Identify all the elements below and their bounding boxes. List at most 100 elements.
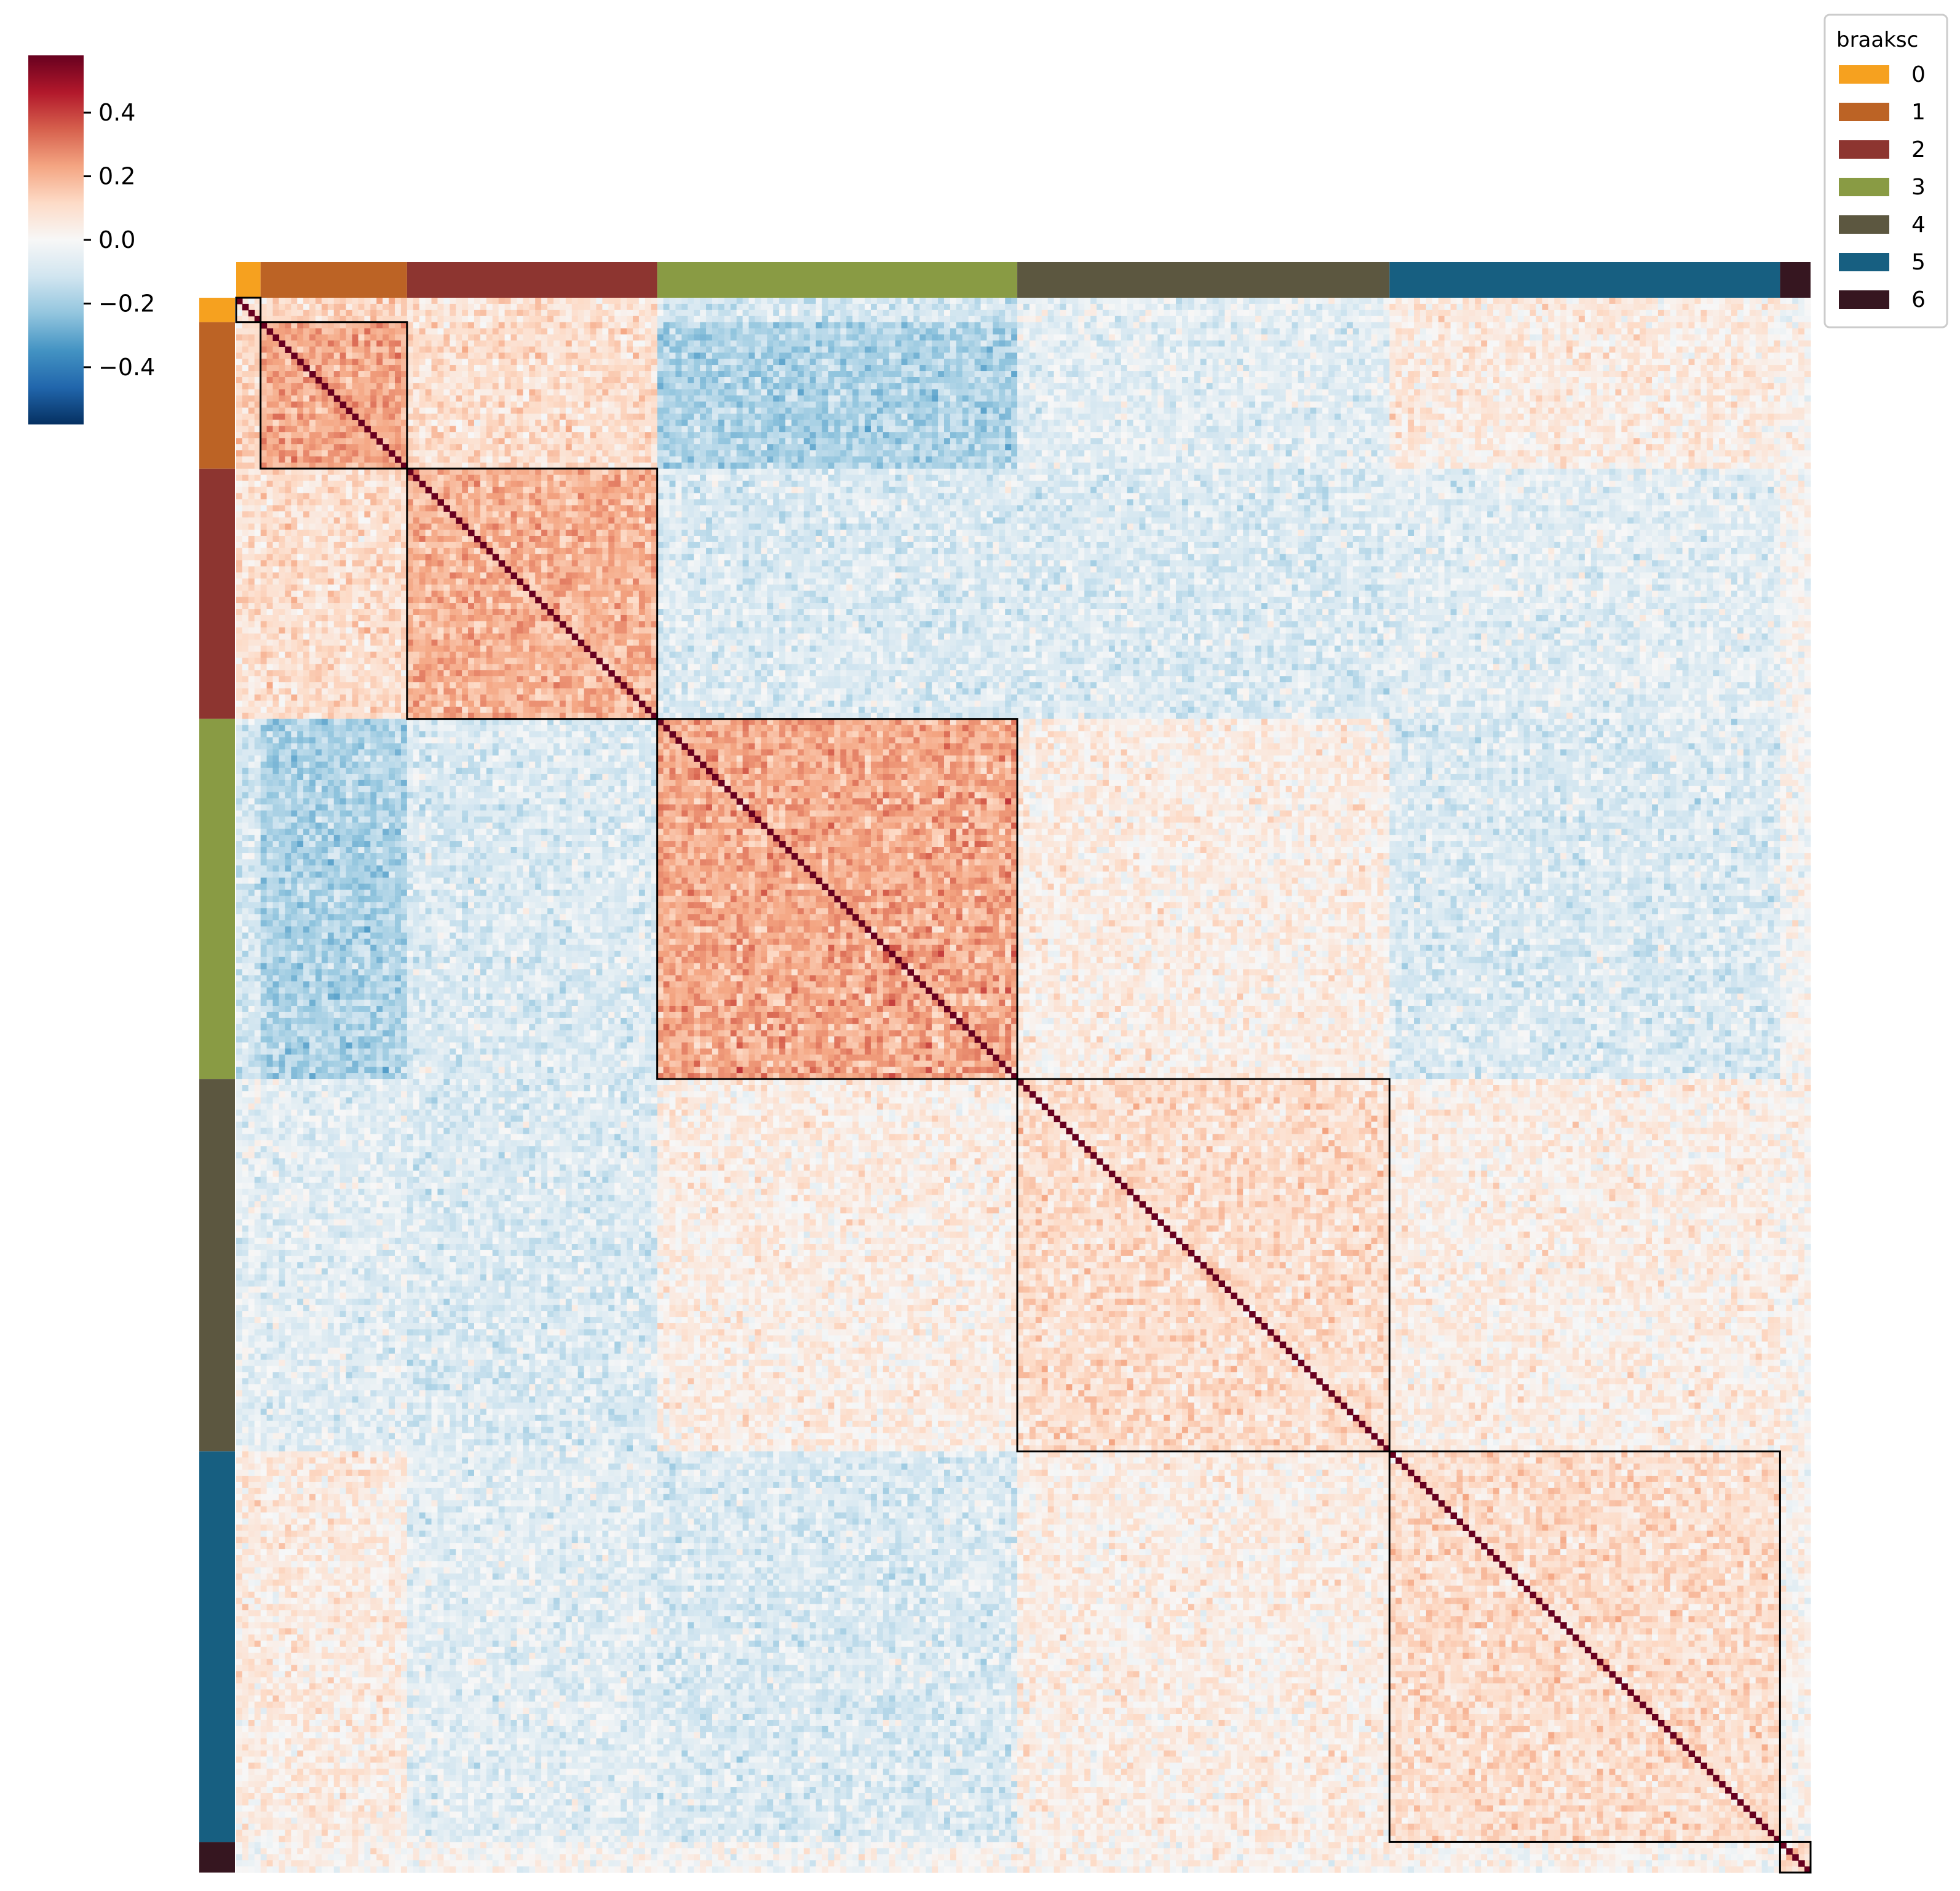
heatmap-cell: [731, 298, 737, 305]
heatmap-cell: [584, 340, 591, 347]
heatmap-cell: [1676, 316, 1683, 323]
heatmap-cell: [1798, 322, 1805, 329]
heatmap-cell: [468, 322, 475, 329]
heatmap-cell: [932, 322, 938, 329]
heatmap-cell: [493, 310, 499, 317]
heatmap-cell: [621, 335, 627, 341]
heatmap-cell: [1261, 298, 1268, 305]
heatmap-cell: [944, 335, 951, 341]
heatmap-cell: [1774, 316, 1780, 323]
heatmap-cell: [1335, 322, 1341, 329]
heatmap-cell: [309, 310, 316, 317]
heatmap-cell: [1621, 328, 1628, 335]
heatmap-cell: [1768, 328, 1775, 335]
heatmap-cell: [718, 335, 725, 341]
heatmap-cell: [1090, 340, 1097, 347]
heatmap-cell: [267, 335, 274, 341]
heatmap-cell: [1261, 328, 1268, 335]
heatmap-cell: [541, 335, 548, 341]
heatmap-cell: [572, 310, 579, 317]
heatmap-cell: [584, 335, 591, 341]
heatmap-cell: [1652, 328, 1659, 335]
heatmap-cell: [1213, 304, 1220, 311]
heatmap-cell: [1157, 340, 1164, 347]
heatmap-cell: [1371, 316, 1378, 323]
heatmap-cell: [1207, 328, 1213, 335]
heatmap-cell: [1719, 322, 1726, 329]
heatmap-cell: [541, 322, 548, 329]
heatmap-cell: [993, 340, 999, 347]
heatmap-cell: [456, 304, 462, 311]
heatmap-cell: [1048, 316, 1055, 323]
heatmap-cell: [694, 328, 700, 335]
heatmap-cell: [1140, 316, 1146, 323]
heatmap-cell: [523, 340, 530, 347]
heatmap-cell: [1371, 304, 1378, 311]
heatmap-cell: [1652, 304, 1659, 311]
heatmap-cell: [1689, 316, 1696, 323]
heatmap-cell: [1224, 304, 1231, 311]
heatmap-cell: [1774, 328, 1780, 335]
heatmap-cell: [785, 335, 792, 341]
heatmap-cell: [340, 304, 347, 311]
heatmap-cell: [706, 304, 713, 311]
heatmap-cell: [1268, 316, 1274, 323]
heatmap-cell: [462, 310, 469, 317]
heatmap-cell: [285, 335, 292, 341]
heatmap-cell: [1328, 335, 1335, 341]
heatmap-cell: [1353, 310, 1360, 317]
heatmap-cell: [724, 340, 731, 347]
heatmap-cell: [309, 298, 316, 305]
heatmap-cell: [1603, 322, 1610, 329]
heatmap-cell: [1011, 335, 1018, 341]
heatmap-cell: [834, 328, 841, 335]
heatmap-cell: [1011, 310, 1018, 317]
heatmap-cell: [810, 310, 817, 317]
heatmap-cell: [1585, 322, 1592, 329]
heatmap-cell: [1170, 322, 1176, 329]
heatmap-cell: [627, 316, 633, 323]
heatmap-cell: [755, 322, 761, 329]
heatmap-cell: [346, 322, 353, 329]
heatmap-cell: [1713, 298, 1720, 305]
heatmap-cell: [1737, 298, 1744, 305]
heatmap-cell: [1432, 316, 1439, 323]
heatmap-cell: [480, 304, 487, 311]
heatmap-cell: [1261, 335, 1268, 341]
heatmap-cell: [798, 335, 804, 341]
colorbar-tick-label: 0.2: [98, 163, 135, 190]
heatmap-cell: [798, 316, 804, 323]
heatmap-cell: [334, 310, 341, 317]
heatmap-cell: [1378, 322, 1384, 329]
heatmap-cell: [1438, 298, 1445, 305]
heatmap-cell: [303, 298, 310, 305]
heatmap-cell: [1530, 298, 1537, 305]
heatmap-cell: [773, 298, 780, 305]
heatmap-cell: [493, 340, 499, 347]
heatmap-cell: [517, 310, 523, 317]
heatmap-cell: [981, 322, 988, 329]
heatmap-cell: [633, 328, 640, 335]
heatmap-cell: [456, 298, 462, 305]
heatmap-cell: [1744, 304, 1750, 311]
heatmap-cell: [499, 328, 506, 335]
heatmap-cell: [1750, 298, 1756, 305]
heatmap-cell: [840, 304, 847, 311]
heatmap-cell: [1451, 304, 1458, 311]
heatmap-cell: [1798, 310, 1805, 317]
heatmap-cell: [493, 304, 499, 311]
heatmap-cell: [468, 340, 475, 347]
heatmap-cell: [1109, 340, 1116, 347]
heatmap-cell: [1316, 340, 1323, 347]
heatmap-cell: [261, 310, 268, 317]
heatmap-cell: [486, 316, 493, 323]
heatmap-cell: [1042, 340, 1049, 347]
heatmap-cell: [919, 335, 926, 341]
heatmap-cell: [1213, 316, 1220, 323]
heatmap-cell: [1255, 322, 1262, 329]
heatmap-cell: [718, 340, 725, 347]
heatmap-cell: [1768, 310, 1775, 317]
heatmap-cell: [1097, 335, 1103, 341]
heatmap-cell: [358, 298, 365, 305]
